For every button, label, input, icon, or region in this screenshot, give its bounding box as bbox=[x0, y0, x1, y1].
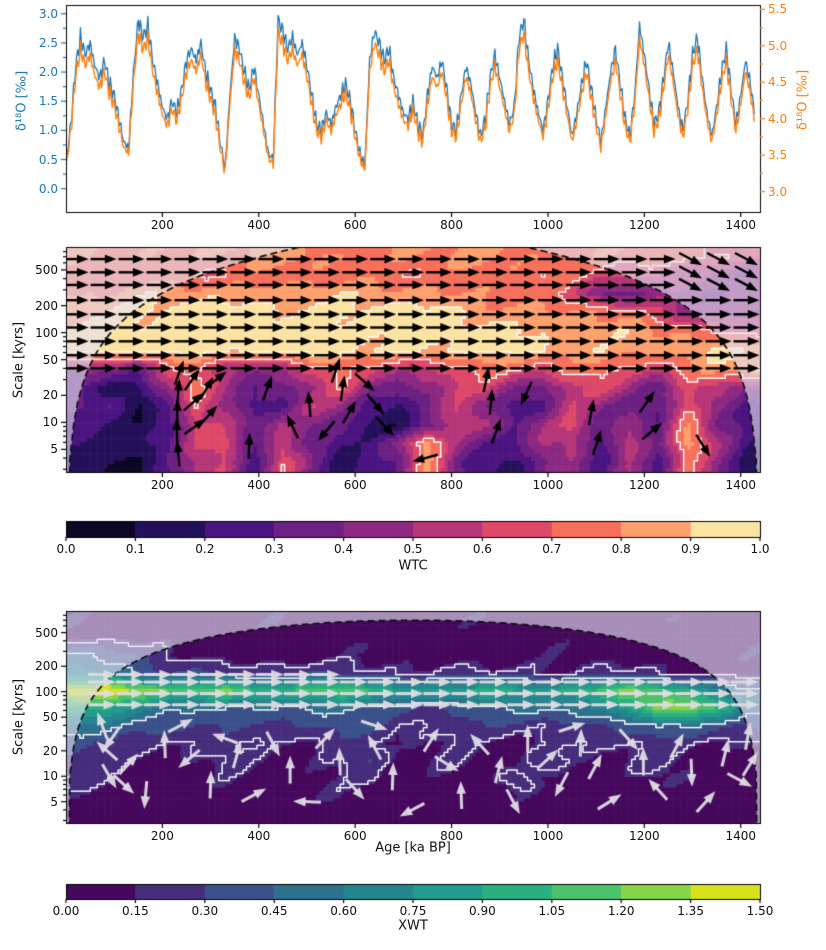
top-y-tick-label-right: 3.0 bbox=[768, 184, 788, 199]
age-tick-label: 400 bbox=[247, 478, 271, 492]
xwt-colorbar-label: XWT bbox=[398, 918, 428, 934]
age-tick-label: 800 bbox=[440, 829, 463, 843]
scale-tick-label: 50 bbox=[42, 710, 58, 725]
colorbar-tick-label: 0.5 bbox=[403, 542, 423, 556]
colorbar-tick-label: 0.15 bbox=[122, 904, 149, 918]
top-x-tick-label: 200 bbox=[150, 218, 174, 232]
top-x-tick-label: 400 bbox=[247, 218, 271, 232]
colorbar-tick-label: 1.50 bbox=[746, 904, 774, 918]
wtc-panel-ylabel: Scale [kyrs] bbox=[11, 321, 27, 399]
xwt-panel-ylabel: Scale [kyrs] bbox=[11, 678, 27, 756]
age-tick-label: 1200 bbox=[629, 478, 660, 492]
colorbar-tick-label: 1.35 bbox=[677, 904, 704, 918]
scale-tick-label: 200 bbox=[35, 659, 58, 674]
colorbar-tick-label: 0.7 bbox=[542, 542, 562, 556]
colorbar-tick-label: 0.30 bbox=[191, 904, 219, 918]
scale-tick-label: 20 bbox=[42, 743, 58, 758]
colorbar-tick-label: 0.75 bbox=[399, 904, 427, 918]
scale-tick-label: 500 bbox=[35, 625, 58, 640]
colorbar-tick-label: 0.3 bbox=[264, 542, 284, 556]
top-y-tick-label-left: 1.0 bbox=[38, 123, 58, 138]
age-tick-label: 1400 bbox=[725, 478, 756, 492]
top-x-tick-label: 1000 bbox=[532, 218, 564, 232]
scale-tick-label: 500 bbox=[35, 262, 58, 277]
top-x-tick-label: 1400 bbox=[725, 218, 756, 232]
top-y-tick-label-right: 4.5 bbox=[768, 75, 788, 90]
age-tick-label: 1400 bbox=[725, 829, 756, 843]
top-y-tick-label-right: 5.0 bbox=[768, 38, 788, 53]
xwt-panel-xlabel: Age [ka BP] bbox=[375, 840, 451, 856]
age-tick-label: 1000 bbox=[532, 478, 564, 492]
colorbar-tick-label: 0.0 bbox=[56, 542, 76, 556]
scale-tick-label: 200 bbox=[35, 298, 58, 313]
top-y-tick-label-right: 4.0 bbox=[768, 111, 788, 126]
age-tick-label: 400 bbox=[247, 829, 271, 843]
top-x-tick-label: 800 bbox=[440, 218, 463, 232]
wtc-colorbar-label: WTC bbox=[398, 558, 428, 574]
colorbar-tick-label: 0.60 bbox=[330, 904, 357, 918]
top-y-tick-label-left: 3.0 bbox=[38, 6, 58, 21]
colorbar-tick-label: 0.4 bbox=[334, 542, 354, 556]
scale-tick-label: 100 bbox=[35, 684, 58, 699]
age-tick-label: 200 bbox=[150, 478, 174, 492]
top-y-tick-label-left: 0.0 bbox=[38, 181, 58, 196]
scale-tick-label: 10 bbox=[42, 769, 58, 784]
colorbar-tick-label: 0.8 bbox=[611, 542, 631, 556]
colorbar-tick-label: 0.1 bbox=[125, 542, 145, 556]
top-panel-ylabel-left: δ¹⁸O [‰] bbox=[14, 70, 30, 132]
age-tick-label: 800 bbox=[440, 478, 463, 492]
top-x-tick-label: 1200 bbox=[629, 218, 660, 232]
age-tick-label: 600 bbox=[343, 829, 367, 843]
age-tick-label: 200 bbox=[150, 829, 174, 843]
scale-tick-label: 100 bbox=[35, 325, 58, 340]
colorbar-tick-label: 1.0 bbox=[750, 542, 770, 556]
top-y-tick-label-left: 0.5 bbox=[38, 152, 58, 167]
age-tick-label: 600 bbox=[343, 478, 367, 492]
colorbar-tick-label: 1.05 bbox=[538, 904, 566, 918]
colorbar-tick-label: 0.45 bbox=[260, 904, 288, 918]
scale-tick-label: 10 bbox=[42, 415, 58, 430]
scale-tick-label: 20 bbox=[42, 388, 58, 403]
top-y-tick-label-right: 3.5 bbox=[768, 148, 788, 163]
age-tick-label: 1200 bbox=[629, 829, 660, 843]
colorbar-tick-label: 0.6 bbox=[472, 542, 492, 556]
scale-tick-label: 5 bbox=[50, 794, 58, 809]
top-y-tick-label-left: 2.0 bbox=[38, 65, 58, 80]
top-x-tick-label: 600 bbox=[343, 218, 367, 232]
colorbar-tick-label: 0.00 bbox=[52, 904, 80, 918]
scale-tick-label: 5 bbox=[50, 442, 58, 457]
colorbar-tick-label: 0.2 bbox=[195, 542, 215, 556]
scale-tick-label: 50 bbox=[42, 352, 58, 367]
top-y-tick-label-left: 1.5 bbox=[38, 94, 58, 109]
top-panel-ylabel-right: δ¹⁸O [‰] bbox=[795, 69, 811, 131]
top-y-tick-label-right: 5.5 bbox=[768, 2, 788, 17]
colorbar-tick-label: 1.20 bbox=[607, 904, 635, 918]
colorbar-tick-label: 0.9 bbox=[681, 542, 701, 556]
top-y-tick-label-left: 2.5 bbox=[38, 35, 58, 50]
colorbar-tick-label: 0.90 bbox=[469, 904, 496, 918]
age-tick-label: 1000 bbox=[532, 829, 564, 843]
